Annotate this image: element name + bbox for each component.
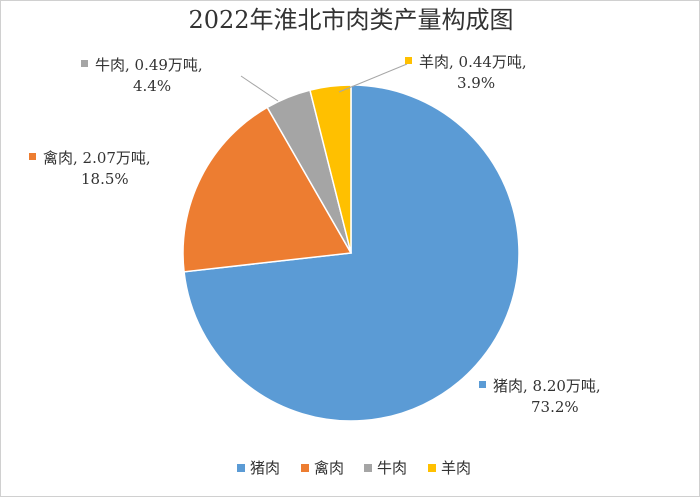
legend-item-1: 禽肉 — [314, 459, 344, 477]
leader-line-3 — [338, 63, 408, 93]
label-marker-0 — [479, 381, 486, 388]
data-label-3: 羊肉, 0.44万吨, — [419, 53, 527, 71]
chart-title: 2022年淮北市肉类产量构成图 — [188, 6, 513, 34]
data-label-percent-3: 3.9% — [457, 74, 495, 92]
leader-line-2 — [240, 75, 279, 102]
pie-slice-3 — [309, 84, 352, 254]
label-marker-2 — [81, 60, 88, 67]
data-label-0: 猪肉, 8.20万吨, — [493, 377, 601, 395]
label-marker-3 — [405, 57, 412, 64]
pie-slice-1 — [182, 106, 353, 273]
pie-slices — [182, 84, 520, 422]
data-label-percent-1: 18.5% — [81, 170, 129, 188]
leader-lines — [240, 63, 408, 102]
label-marker-1 — [29, 153, 36, 160]
legend-item-0: 猪肉 — [250, 459, 280, 477]
data-label-percent-2: 4.4% — [133, 77, 171, 95]
legend-swatch-1 — [301, 464, 309, 472]
legend-swatch-3 — [428, 464, 436, 472]
data-label-1: 禽肉, 2.07万吨, — [43, 149, 151, 167]
legend: 猪肉 禽肉 牛肉 羊肉 — [237, 459, 471, 477]
data-labels: 猪肉, 8.20万吨, 73.2% 禽肉, 2.07万吨, 18.5% 牛肉, 0.49… — [29, 53, 601, 416]
legend-item-3: 羊肉 — [441, 459, 471, 477]
data-label-percent-0: 73.2% — [531, 398, 579, 416]
legend-swatch-2 — [364, 464, 372, 472]
data-label-2: 牛肉, 0.49万吨, — [95, 56, 203, 74]
legend-swatch-0 — [237, 464, 245, 472]
legend-item-2: 牛肉 — [377, 459, 407, 477]
